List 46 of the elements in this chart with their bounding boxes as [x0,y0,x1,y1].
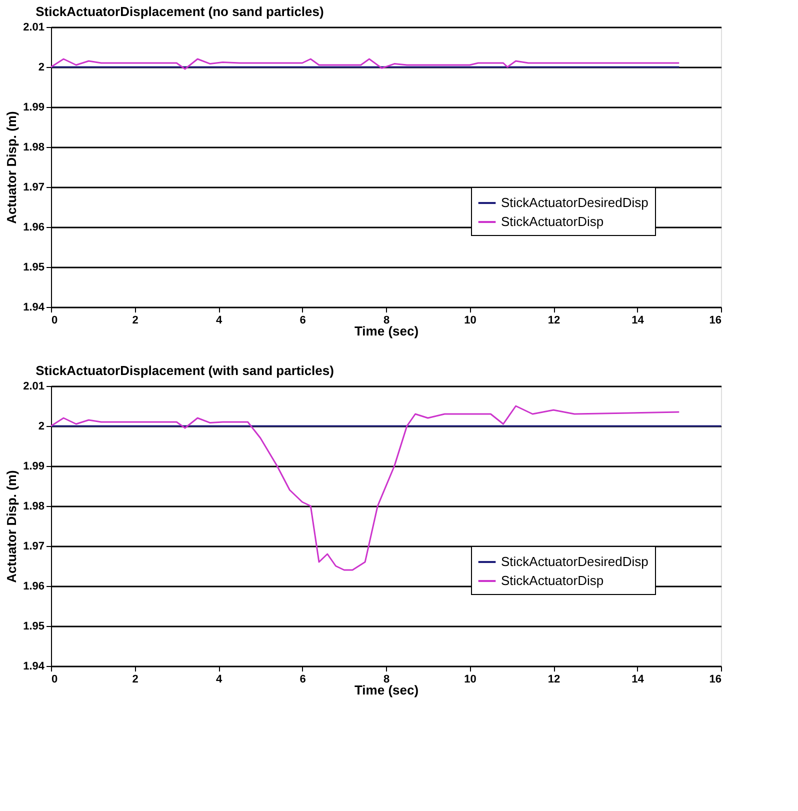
y-axis-title: Actuator Disp. (m) [4,470,20,583]
y-tick-label: 1.96 [23,580,44,592]
x-tick-label: 0 [52,314,58,326]
chart-title: StickActuatorDisplacement (with sand particles) [36,363,334,378]
x-tick-label: 0 [52,674,58,686]
x-axis-title: Time (sec) [354,682,419,698]
x-axis-title: Time (sec) [354,324,419,338]
y-tick-label: 1.94 [23,660,46,672]
y-tick-label: 1.95 [23,262,44,274]
y-tick-label: 1.99 [23,460,44,472]
x-tick-label: 16 [709,314,722,326]
x-tick-label: 16 [709,674,722,686]
line-series [50,58,680,70]
y-tick-label: 2.01 [23,380,44,392]
x-tick-label: 4 [216,314,223,326]
x-tick-label: 2 [132,674,138,686]
y-tick-label: 2.01 [23,22,44,34]
x-tick-label: 8 [383,674,390,686]
legend-label: StickActuatorDisp [501,214,604,229]
x-tick-label: 12 [548,674,560,686]
x-tick-label: 6 [300,674,306,686]
x-tick-label: 14 [632,314,645,326]
y-tick-label: 1.96 [23,222,44,234]
legend-label: StickActuatorDisp [501,573,604,588]
legend-label: StickActuatorDesiredDisp [501,195,648,210]
line-series [50,405,680,571]
y-tick-label: 2 [38,420,44,432]
x-tick-label: 4 [216,674,223,686]
x-tick-label: 14 [632,674,645,686]
y-tick-label: 1.98 [23,500,44,512]
y-tick-label: 1.99 [23,102,44,114]
x-tick-label: 10 [464,674,476,686]
x-tick-label: 8 [383,314,390,326]
y-tick-label: 1.95 [23,620,44,632]
y-tick-label: 1.94 [23,302,46,314]
x-tick-label: 12 [548,314,560,326]
y-tick-label: 1.97 [23,182,44,194]
legend-label: StickActuatorDesiredDisp [501,554,648,569]
y-tick-label: 1.97 [23,540,44,552]
x-tick-label: 2 [132,314,138,326]
x-tick-label: 10 [464,314,476,326]
y-tick-label: 2 [38,62,44,74]
y-tick-label: 1.98 [23,142,44,154]
chart-title: StickActuatorDisplacement (no sand particles) [36,4,324,19]
x-tick-label: 6 [300,314,306,326]
y-axis-title: Actuator Disp. (m) [4,111,20,224]
